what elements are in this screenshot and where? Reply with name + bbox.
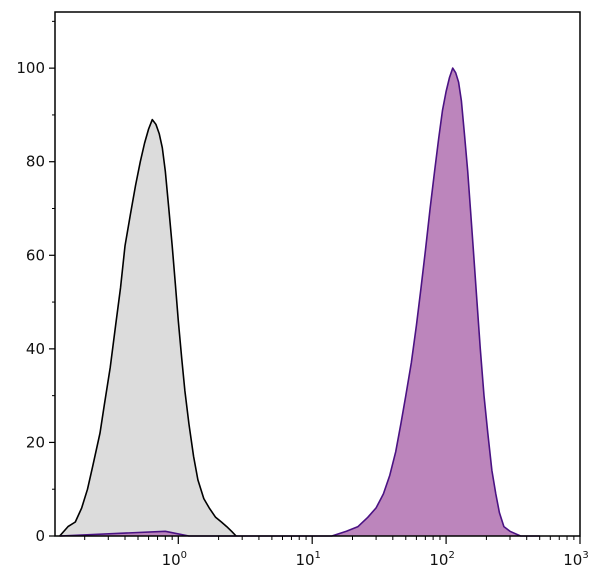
plot-frame bbox=[54, 11, 581, 537]
y-tick-label: 0 bbox=[35, 527, 45, 545]
y-tick-label: 100 bbox=[16, 59, 45, 77]
x-tick-label: 103 bbox=[563, 550, 588, 569]
series-1-line bbox=[59, 67, 540, 537]
y-tick-label: 80 bbox=[26, 153, 45, 171]
x-tick-label: 101 bbox=[295, 550, 320, 569]
series-1-area bbox=[59, 68, 540, 536]
y-tick-label: 20 bbox=[26, 433, 45, 451]
series-0-area bbox=[59, 119, 237, 536]
y-tick-label: 60 bbox=[26, 246, 45, 264]
y-tick-label: 40 bbox=[26, 340, 45, 358]
series-layer bbox=[59, 67, 540, 537]
series-0-line bbox=[59, 118, 237, 537]
axes-layer: 0 20 40 60 80 100 100 101 102 103 bbox=[16, 20, 589, 569]
x-tick-label: 100 bbox=[162, 550, 187, 569]
x-tick-label: 102 bbox=[429, 550, 454, 569]
